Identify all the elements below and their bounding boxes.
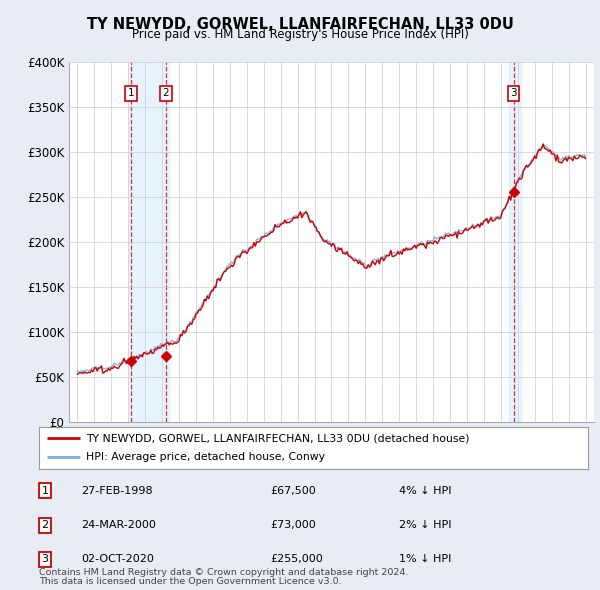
- Text: 02-OCT-2020: 02-OCT-2020: [81, 555, 154, 564]
- Text: TY NEWYDD, GORWEL, LLANFAIRFECHAN, LL33 0DU (detached house): TY NEWYDD, GORWEL, LLANFAIRFECHAN, LL33 …: [86, 434, 469, 444]
- Text: 2: 2: [163, 88, 169, 99]
- Text: HPI: Average price, detached house, Conwy: HPI: Average price, detached house, Conw…: [86, 452, 325, 462]
- Text: This data is licensed under the Open Government Licence v3.0.: This data is licensed under the Open Gov…: [39, 578, 341, 586]
- Text: 2% ↓ HPI: 2% ↓ HPI: [399, 520, 452, 530]
- Text: 3: 3: [41, 555, 49, 564]
- Text: 2: 2: [41, 520, 49, 530]
- Text: 1: 1: [128, 88, 134, 99]
- Text: Price paid vs. HM Land Registry's House Price Index (HPI): Price paid vs. HM Land Registry's House …: [131, 28, 469, 41]
- Text: £73,000: £73,000: [270, 520, 316, 530]
- Text: 1: 1: [41, 486, 49, 496]
- Bar: [128, 62, 169, 422]
- Text: TY NEWYDD, GORWEL, LLANFAIRFECHAN, LL33 0DU: TY NEWYDD, GORWEL, LLANFAIRFECHAN, LL33 …: [86, 17, 514, 31]
- Text: 3: 3: [510, 88, 517, 99]
- Text: £67,500: £67,500: [270, 486, 316, 496]
- Text: Contains HM Land Registry data © Crown copyright and database right 2024.: Contains HM Land Registry data © Crown c…: [39, 568, 409, 577]
- Text: 24-MAR-2000: 24-MAR-2000: [81, 520, 156, 530]
- Text: 27-FEB-1998: 27-FEB-1998: [81, 486, 152, 496]
- Bar: [509, 62, 521, 422]
- Text: 1% ↓ HPI: 1% ↓ HPI: [399, 555, 451, 564]
- Text: 4% ↓ HPI: 4% ↓ HPI: [399, 486, 452, 496]
- Text: £255,000: £255,000: [270, 555, 323, 564]
